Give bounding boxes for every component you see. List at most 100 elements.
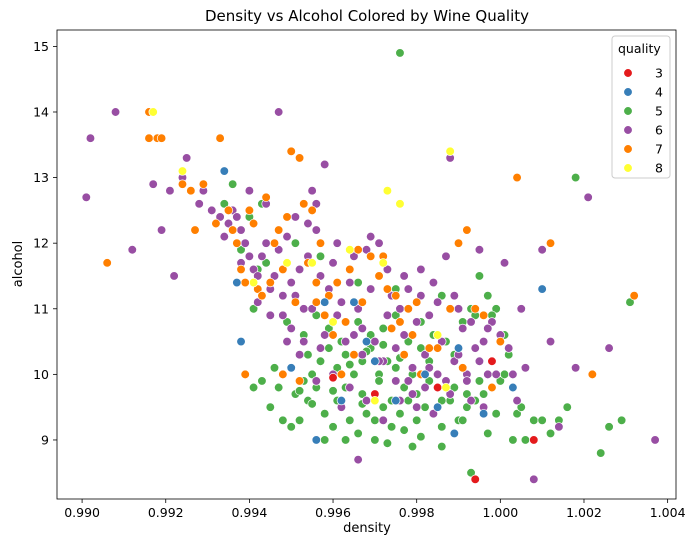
legend-label: 6 (655, 123, 663, 138)
data-point-quality-5 (303, 350, 313, 360)
data-point-quality-7 (240, 277, 250, 288)
data-point-quality-8 (248, 277, 259, 288)
data-point-quality-5 (416, 432, 426, 442)
data-point-quality-5 (361, 409, 372, 419)
data-point-quality-7 (248, 218, 259, 229)
data-point-quality-7 (382, 284, 393, 294)
data-point-quality-6 (261, 238, 271, 248)
data-point-quality-6 (604, 343, 614, 353)
legend-label: 8 (655, 161, 663, 176)
data-point-quality-6 (286, 277, 296, 288)
data-point-quality-7 (587, 369, 597, 380)
data-point-quality-6 (194, 199, 204, 209)
data-point-quality-7 (311, 297, 321, 307)
data-point-quality-5 (403, 336, 413, 347)
data-point-quality-5 (437, 291, 447, 301)
data-point-quality-5 (294, 415, 305, 425)
data-point-quality-7 (412, 297, 422, 307)
data-point-quality-6 (349, 330, 359, 340)
y-tick-label: 11 (33, 301, 49, 316)
data-point-quality-6 (366, 284, 376, 294)
data-point-quality-7 (495, 336, 505, 347)
data-point-quality-7 (228, 225, 238, 235)
data-point-quality-5 (520, 435, 531, 445)
data-point-quality-6 (248, 264, 259, 275)
data-point-quality-6 (148, 179, 158, 189)
y-tick-label: 15 (33, 39, 49, 54)
data-point-quality-7 (374, 271, 384, 281)
data-point-quality-6 (391, 343, 401, 353)
data-point-quality-4 (286, 363, 296, 373)
data-point-quality-6 (274, 245, 284, 255)
y-tick-label: 13 (33, 170, 49, 185)
data-point-quality-6 (315, 343, 326, 353)
data-point-quality-7 (366, 251, 376, 261)
data-point-quality-8 (328, 317, 338, 327)
data-point-quality-6 (395, 304, 405, 314)
data-point-quality-7 (320, 310, 330, 320)
data-point-quality-4 (420, 369, 430, 380)
data-point-quality-4 (508, 382, 518, 393)
data-point-quality-7 (395, 317, 405, 327)
data-point-quality-6 (529, 474, 539, 484)
data-point-quality-5 (378, 323, 388, 334)
data-point-quality-5 (478, 389, 489, 399)
legend-title: quality (618, 41, 661, 56)
data-point-quality-7 (332, 277, 342, 288)
data-point-quality-5 (228, 179, 238, 189)
data-point-quality-6 (412, 317, 422, 327)
data-point-quality-6 (420, 382, 430, 393)
data-point-quality-6 (303, 218, 313, 229)
legend-label: 5 (655, 104, 663, 119)
data-point-quality-6 (349, 251, 359, 261)
data-point-quality-5 (407, 441, 418, 452)
data-point-quality-8 (177, 166, 188, 176)
data-point-quality-7 (278, 369, 288, 380)
x-tick-label: 0.990 (64, 505, 100, 520)
data-point-quality-6 (399, 330, 409, 340)
legend-marker (623, 87, 633, 97)
data-point-quality-5 (366, 330, 376, 340)
data-point-quality-7 (223, 205, 234, 216)
data-point-quality-6 (424, 363, 434, 373)
data-point-quality-5 (512, 409, 522, 419)
data-point-quality-6 (424, 310, 434, 320)
data-point-quality-5 (399, 425, 409, 435)
data-point-quality-7 (512, 172, 522, 183)
data-point-quality-8 (282, 258, 292, 268)
data-point-quality-5 (382, 438, 393, 448)
data-point-quality-6 (554, 422, 564, 432)
data-point-quality-5 (315, 251, 326, 261)
data-point-quality-5 (474, 271, 485, 281)
data-point-quality-6 (278, 310, 288, 320)
data-point-quality-6 (244, 251, 255, 261)
data-point-quality-7 (240, 369, 250, 380)
data-point-quality-5 (499, 369, 510, 380)
data-point-quality-5 (378, 340, 388, 350)
data-point-quality-6 (474, 356, 485, 366)
data-point-quality-6 (274, 107, 284, 117)
data-point-quality-5 (340, 350, 351, 360)
data-point-quality-5 (353, 428, 363, 439)
data-point-quality-5 (345, 359, 355, 370)
data-point-quality-4 (219, 166, 229, 176)
data-point-quality-5 (248, 304, 259, 314)
data-point-quality-5 (257, 376, 267, 386)
data-point-quality-7 (190, 225, 200, 235)
data-point-quality-7 (462, 225, 472, 235)
data-point-quality-8 (445, 146, 455, 157)
legend-marker (623, 163, 633, 173)
data-point-quality-6 (299, 304, 309, 314)
data-point-quality-7 (328, 330, 338, 340)
data-point-quality-6 (290, 212, 301, 222)
data-point-quality-5 (353, 277, 363, 288)
data-point-quality-7 (403, 304, 413, 314)
data-point-quality-6 (345, 277, 355, 288)
data-point-quality-5 (324, 323, 334, 334)
data-point-quality-6 (570, 363, 581, 373)
points-layer (81, 48, 660, 484)
data-point-quality-6 (416, 264, 426, 275)
chart-title: Density vs Alcohol Colored by Wine Quali… (205, 7, 529, 25)
data-point-quality-7 (445, 304, 455, 314)
data-point-quality-3 (487, 356, 497, 366)
